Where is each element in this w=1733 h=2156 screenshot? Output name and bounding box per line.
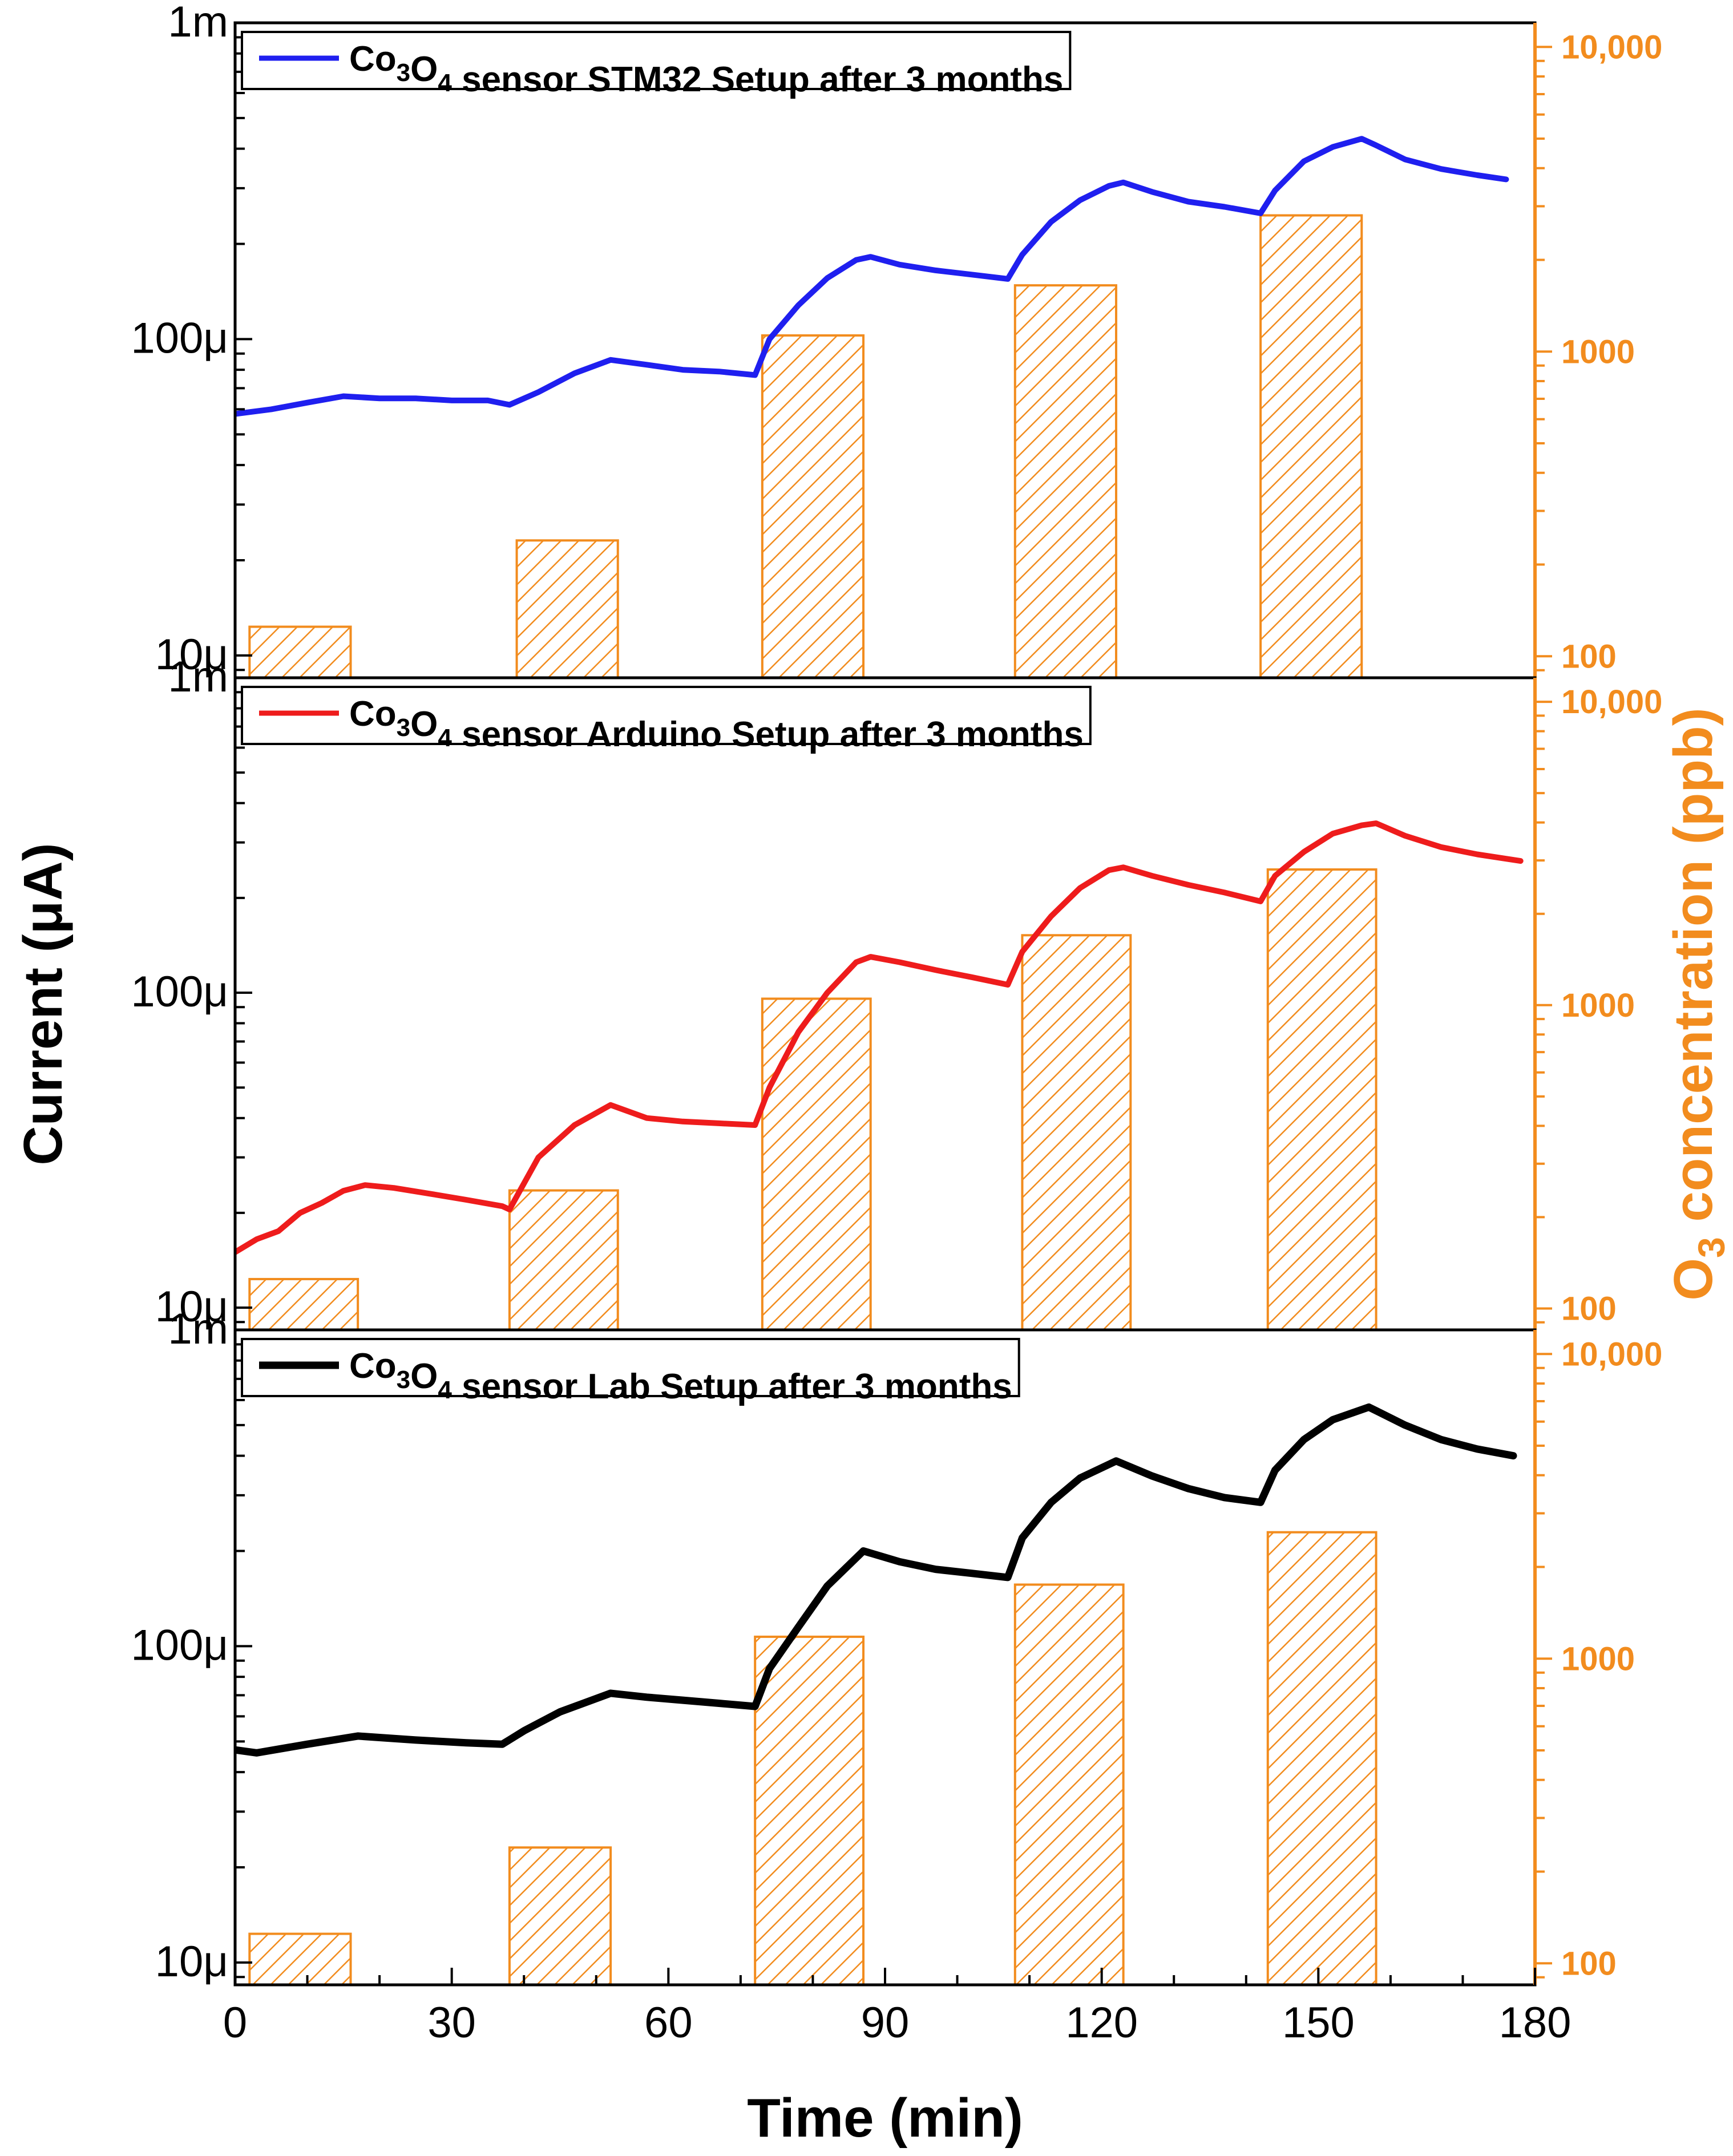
y-right-title-subscript: 3 <box>1690 1237 1732 1258</box>
o3-bar <box>1013 1583 1125 1985</box>
legend-text-part: sensor STM32 Setup after 3 months <box>452 60 1063 99</box>
left-tick-label: 10μ <box>155 1283 228 1331</box>
legend-subscript: 4 <box>438 69 452 97</box>
o3-bar <box>1266 1531 1377 1985</box>
y-right-title-part: concentration (ppb) <box>1663 707 1724 1237</box>
legend-text-part: Co <box>349 1346 397 1386</box>
bars-lab <box>248 1531 1377 1985</box>
legend-text-part: O <box>410 705 438 744</box>
legend-label: Co3O4 sensor Arduino Setup after 3 month… <box>349 694 1084 754</box>
left-tick-label: 1m <box>168 0 228 46</box>
legend-subscript: 4 <box>438 724 452 752</box>
x-tick-label: 180 <box>1499 1999 1572 2047</box>
panel-stm32: 1m 100μ 10μ 10,000 1000 100 Co3O4 sensor STM32… <box>131 0 1662 679</box>
o3-bar <box>1266 868 1377 1330</box>
left-tick-label: 100μ <box>131 968 228 1016</box>
legend-subscript: 4 <box>438 1376 452 1404</box>
o3-bar <box>761 997 872 1330</box>
x-tick-label: 120 <box>1065 1999 1138 2047</box>
current-line-lab <box>235 1403 1517 1757</box>
o3-bar <box>508 1189 619 1330</box>
o3-bar <box>248 625 352 678</box>
right-tick-label: 10,000 <box>1561 29 1662 66</box>
legend-box <box>241 1338 1020 1397</box>
left-tick-label: 100μ <box>131 314 228 362</box>
o3-bar <box>1013 284 1117 678</box>
left-tick-label: 10μ <box>155 1937 228 1986</box>
o3-bar <box>248 1932 352 1985</box>
x-axis-title: Time (min) <box>747 2088 1023 2149</box>
legend-label: Co3O4 sensor STM32 Setup after 3 months <box>349 39 1063 99</box>
x-axis: 0 30 60 90 120 150 180 <box>223 1968 1572 2047</box>
legend-text-part: Co <box>349 694 397 734</box>
legend-stm32: Co3O4 sensor STM32 Setup after 3 months <box>241 31 1072 99</box>
o3-bar <box>761 334 865 678</box>
y-axis-left-title: Current (μA) <box>13 843 74 1165</box>
legend-subscript: 3 <box>397 714 410 742</box>
o3-bar <box>515 539 619 678</box>
x-tick-label: 150 <box>1282 1999 1355 2047</box>
legend-box <box>241 686 1092 745</box>
x-tick-label: 90 <box>861 1999 910 2047</box>
right-tick-label: 100 <box>1561 1945 1617 1982</box>
legend-lab: Co3O4 sensor Lab Setup after 3 months <box>241 1338 1020 1406</box>
y-axis-right-title: O3 concentration (ppb) <box>1663 707 1732 1300</box>
right-tick-label: 10,000 <box>1561 1336 1662 1373</box>
left-tick-label: 100μ <box>131 1621 228 1669</box>
legend-text-part: sensor Arduino Setup after 3 months <box>452 715 1084 754</box>
left-tick-label: 1m <box>168 653 228 701</box>
right-tick-label: 10,000 <box>1561 683 1662 721</box>
left-tick-label: 10μ <box>155 630 228 679</box>
legend-text-part: sensor Lab Setup after 3 months <box>452 1367 1012 1406</box>
left-tick-label: 1m <box>168 1305 228 1353</box>
legend-label: Co3O4 sensor Lab Setup after 3 months <box>349 1346 1012 1406</box>
bars-stm32 <box>248 214 1363 678</box>
current-line-arduino <box>235 820 1524 1255</box>
o3-bar <box>508 1846 612 1985</box>
x-tick-label: 0 <box>223 1999 247 2047</box>
legend-text-part: O <box>410 1357 438 1396</box>
panel-arduino: 1m 100μ 10μ 10,000 1000 100 Co3O4 sensor Ardui… <box>131 653 1662 1332</box>
right-tick-label: 1000 <box>1561 333 1635 370</box>
legend-subscript: 3 <box>397 1366 410 1394</box>
x-tick-label: 30 <box>427 1999 476 2047</box>
y-right-title-part: O <box>1663 1258 1724 1301</box>
x-tick-label: 60 <box>644 1999 693 2047</box>
o3-bar <box>1259 214 1363 678</box>
panel-lab: 1m 100μ 10μ 10,000 1000 100 Co3O4 sensor Lab S… <box>131 1305 1662 1987</box>
legend-text-part: O <box>410 50 438 89</box>
right-tick-label: 1000 <box>1561 987 1635 1024</box>
right-tick-label: 100 <box>1561 638 1617 675</box>
legend-box <box>241 31 1072 90</box>
right-tick-label: 1000 <box>1561 1640 1635 1677</box>
legend-arduino: Co3O4 sensor Arduino Setup after 3 month… <box>241 686 1092 754</box>
current-line-stm32 <box>235 136 1509 417</box>
legend-subscript: 3 <box>397 59 410 87</box>
o3-bar <box>248 1277 359 1330</box>
right-tick-label: 100 <box>1561 1290 1617 1327</box>
o3-bar <box>754 1635 865 1985</box>
o3-bar <box>1021 934 1132 1330</box>
bars-arduino <box>248 868 1377 1330</box>
legend-text-part: Co <box>349 39 397 79</box>
